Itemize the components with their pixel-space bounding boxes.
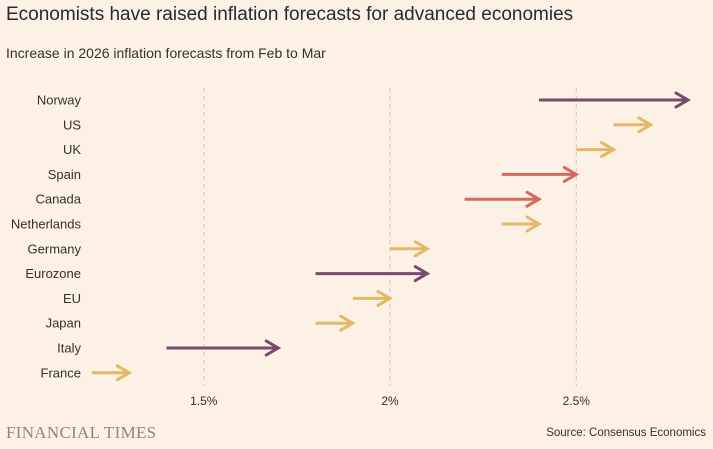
arrow-head <box>562 165 580 183</box>
category-label: Eurozone <box>25 266 81 281</box>
arrow-head <box>413 265 431 283</box>
arrow-mark <box>464 190 542 208</box>
category-label: France <box>41 365 81 380</box>
arrow-head <box>376 289 393 307</box>
arrow-head <box>339 314 356 332</box>
category-label: Spain <box>48 167 81 182</box>
arrow-mark <box>501 165 580 183</box>
arrow-head <box>413 240 431 258</box>
arrow-head <box>115 364 133 382</box>
category-label: Italy <box>57 341 81 356</box>
arrows <box>92 91 691 382</box>
arrow-mark <box>92 364 133 382</box>
x-tick-label: 1.5% <box>190 394 218 408</box>
category-label: US <box>63 117 81 132</box>
category-label: Canada <box>35 192 81 207</box>
arrow-mark <box>576 141 617 159</box>
arrow-mark <box>390 240 431 258</box>
arrow-mark <box>166 339 282 357</box>
arrow-mark <box>501 215 542 233</box>
chart-title: Economists have raised inflation forecas… <box>6 4 574 25</box>
x-axis-ticks: 1.5% 2% 2.5% <box>190 394 590 408</box>
arrow-head <box>525 190 542 208</box>
category-labels: Norway US UK Spain Canada Netherlands Germany E… <box>11 93 82 381</box>
arrow-mark <box>352 289 393 307</box>
arrow-mark <box>315 314 356 332</box>
x-tick-label: 2% <box>381 394 399 408</box>
arrow-head <box>674 91 691 109</box>
category-label: Norway <box>37 93 82 108</box>
category-label: EU <box>63 291 81 306</box>
category-label: Japan <box>46 316 81 331</box>
x-tick-label: 2.5% <box>563 394 591 408</box>
category-label: UK <box>63 142 81 157</box>
gridlines <box>203 88 577 386</box>
ft-logo: FINANCIAL TIMES <box>6 423 157 442</box>
arrow-head <box>637 116 654 134</box>
arrow-mark <box>539 91 691 109</box>
arrow-head <box>264 339 282 357</box>
arrow-mark <box>315 265 431 283</box>
category-label: Netherlands <box>11 217 82 232</box>
source-note: Source: Consensus Economics <box>546 427 706 439</box>
arrow-head <box>600 141 617 159</box>
category-label: Germany <box>28 241 82 256</box>
arrow-mark <box>613 116 654 134</box>
arrow-head <box>525 215 542 233</box>
chart-subtitle: Increase in 2026 inflation forecasts fro… <box>6 45 326 61</box>
